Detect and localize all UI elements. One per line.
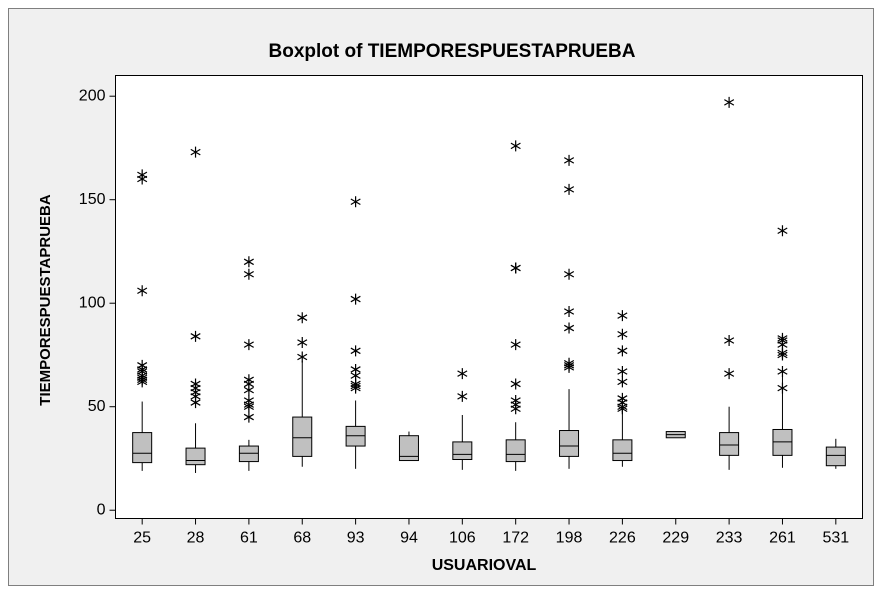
outlier [510, 378, 521, 390]
x-tick-label: 229 [662, 530, 689, 547]
box [505, 439, 526, 463]
outlier [777, 349, 788, 361]
outlier [243, 256, 254, 268]
outlier [777, 366, 788, 378]
outlier [137, 285, 148, 297]
box [238, 445, 259, 463]
outlier [243, 411, 254, 423]
y-tick-label: 150 [79, 191, 106, 208]
outlier [563, 322, 575, 334]
outlier [563, 361, 575, 373]
outlier [190, 330, 201, 342]
x-tick-label: 198 [556, 530, 583, 547]
box [772, 428, 793, 456]
outlier [617, 310, 628, 322]
x-tick-label: 172 [502, 530, 529, 547]
outlier [137, 376, 148, 388]
box [292, 416, 313, 457]
box [185, 447, 206, 466]
outlier [243, 401, 254, 413]
outlier [563, 305, 575, 317]
outlier [617, 366, 628, 378]
x-tick-label: 94 [400, 530, 418, 547]
box [452, 441, 473, 461]
outlier [350, 345, 361, 357]
x-axis-label: USUARIOVAL [432, 557, 537, 574]
y-axis-label: TIEMPORESPUESTAPRUEBA [37, 194, 54, 406]
x-tick-label: 28 [187, 530, 205, 547]
box [132, 432, 153, 464]
outlier [510, 403, 521, 415]
outlier [617, 345, 628, 357]
outlier [617, 403, 628, 415]
outlier [510, 262, 521, 274]
outlier [350, 293, 361, 305]
outlier [350, 382, 361, 394]
box [825, 446, 846, 467]
x-tick-label: 261 [769, 530, 796, 547]
x-tick-label: 93 [347, 530, 365, 547]
outlier [617, 376, 628, 388]
x-tick-label: 531 [822, 530, 849, 547]
outlier [617, 328, 628, 340]
outlier [190, 397, 201, 409]
outlier [137, 173, 148, 185]
box [719, 432, 740, 456]
outlier [563, 154, 575, 166]
box [612, 439, 633, 462]
outlier [190, 146, 201, 158]
outlier [297, 337, 308, 349]
outlier [457, 368, 468, 380]
box [559, 430, 580, 457]
x-tick-label: 61 [240, 530, 258, 547]
outlier [724, 96, 735, 108]
outlier [243, 268, 254, 280]
outlier [724, 334, 735, 346]
outlier [350, 196, 361, 208]
outlier [510, 140, 521, 152]
x-tick-label: 106 [449, 530, 476, 547]
outlier [510, 339, 521, 351]
y-tick-label: 50 [88, 398, 106, 415]
x-tick-label: 25 [133, 530, 151, 547]
y-tick-label: 100 [79, 294, 106, 311]
outlier [243, 339, 254, 351]
outlier [563, 268, 575, 280]
outlier [777, 225, 788, 237]
x-tick-label: 233 [716, 530, 743, 547]
chart-title: Boxplot of TIEMPORESPUESTAPRUEBA [269, 41, 636, 62]
y-tick-label: 200 [79, 87, 106, 104]
outlier [297, 351, 308, 363]
box [398, 435, 419, 462]
x-tick-label: 68 [293, 530, 311, 547]
plot-area [115, 75, 863, 519]
outlier [724, 368, 735, 380]
box [345, 425, 366, 447]
outlier [243, 384, 254, 396]
x-tick-label: 226 [609, 530, 636, 547]
outlier [457, 390, 468, 402]
outlier [777, 382, 788, 394]
outlier [297, 312, 308, 324]
outlier [563, 183, 575, 195]
y-tick-label: 0 [97, 501, 106, 518]
